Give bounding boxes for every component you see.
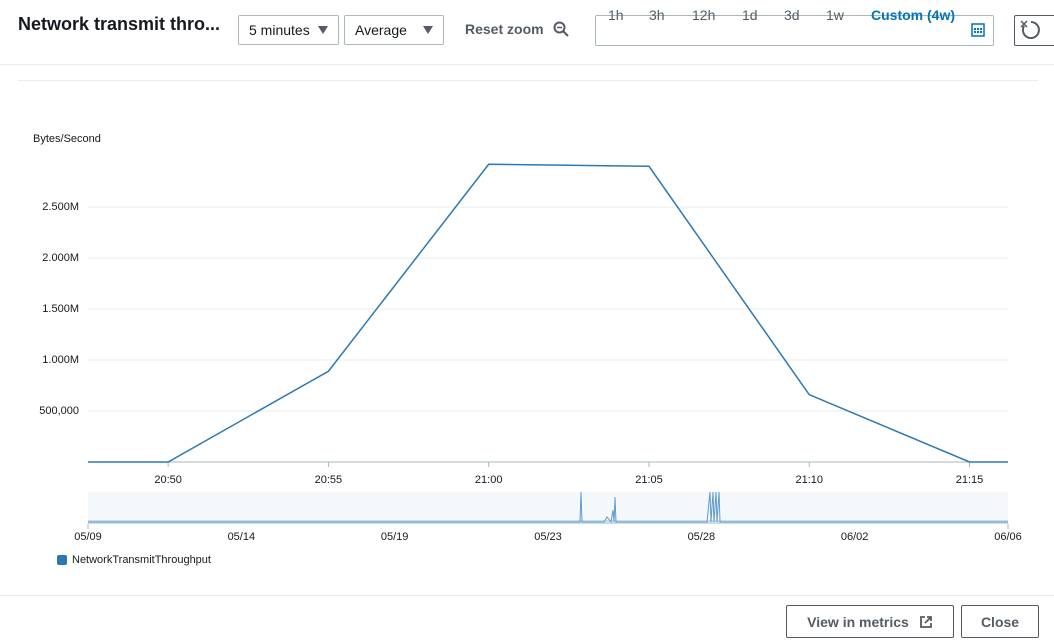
calendar-icon[interactable] bbox=[971, 23, 985, 37]
overview-label: 05/28 bbox=[688, 531, 716, 543]
refresh-button[interactable] bbox=[1014, 15, 1054, 46]
x-tick-label: 21:15 bbox=[956, 474, 984, 486]
button-label: Close bbox=[980, 613, 1020, 630]
y-tick-label: 1.500M bbox=[42, 303, 79, 315]
range-group bbox=[595, 15, 994, 46]
widget-title: Network transmit thro... bbox=[18, 14, 221, 34]
divider bbox=[0, 64, 1054, 65]
period-value: 5 minutes bbox=[249, 22, 310, 38]
reset-zoom-label: Reset zoom bbox=[465, 21, 544, 37]
range-option[interactable]: Custom (4w) bbox=[871, 7, 955, 23]
y-tick-label: 2.500M bbox=[42, 201, 79, 213]
statistic-value: Average bbox=[355, 22, 407, 38]
range-option[interactable]: 1w bbox=[826, 7, 844, 23]
x-tick-label: 21:00 bbox=[475, 474, 503, 486]
statistic-dropdown[interactable]: Average bbox=[344, 15, 444, 45]
caret bbox=[318, 26, 328, 34]
overview-activity bbox=[88, 491, 1008, 524]
range-option[interactable]: 1h bbox=[608, 7, 624, 23]
divider bbox=[18, 80, 1038, 81]
view-in-metrics-button[interactable]: View in metrics bbox=[786, 605, 954, 638]
overview-label: 05/14 bbox=[228, 531, 256, 543]
external-icon bbox=[919, 615, 932, 628]
y-tick-label: 1.000M bbox=[42, 354, 79, 366]
period-dropdown[interactable]: 5 minutes bbox=[238, 15, 339, 45]
legend-swatch bbox=[57, 555, 67, 565]
x-tick-label: 21:10 bbox=[795, 474, 823, 486]
y-tick-label: 2.000M bbox=[42, 252, 79, 264]
button-label: View in metrics bbox=[807, 613, 909, 630]
range-option[interactable]: 3d bbox=[784, 7, 800, 23]
x-tick-label: 20:55 bbox=[315, 474, 343, 486]
y-axis-label: Bytes/Second bbox=[33, 133, 101, 145]
overview-label: 05/23 bbox=[534, 531, 562, 543]
zoom-icon bbox=[553, 21, 570, 37]
overview-label: 06/06 bbox=[994, 531, 1022, 543]
data-line bbox=[88, 163, 1008, 463]
overview-label: 06/02 bbox=[841, 531, 869, 543]
overview-background bbox=[88, 492, 1008, 524]
close-button[interactable]: Close bbox=[961, 605, 1039, 638]
overview-label: 05/19 bbox=[381, 531, 409, 543]
range-option[interactable]: 12h bbox=[692, 7, 716, 23]
refresh-icon bbox=[1020, 20, 1040, 39]
range-option[interactable]: 1d bbox=[742, 7, 758, 23]
x-tick-label: 21:05 bbox=[635, 474, 663, 486]
overview-label: 05/09 bbox=[74, 531, 102, 543]
x-tick-label: 20:50 bbox=[154, 474, 182, 486]
y-tick-label: 500,000 bbox=[39, 405, 79, 417]
divider bbox=[0, 595, 1054, 596]
reset-zoom[interactable]: Reset zoom bbox=[465, 21, 570, 37]
legend-label: NetworkTransmitThroughput bbox=[72, 554, 211, 566]
range-option[interactable]: 3h bbox=[649, 7, 665, 23]
caret bbox=[423, 26, 433, 34]
